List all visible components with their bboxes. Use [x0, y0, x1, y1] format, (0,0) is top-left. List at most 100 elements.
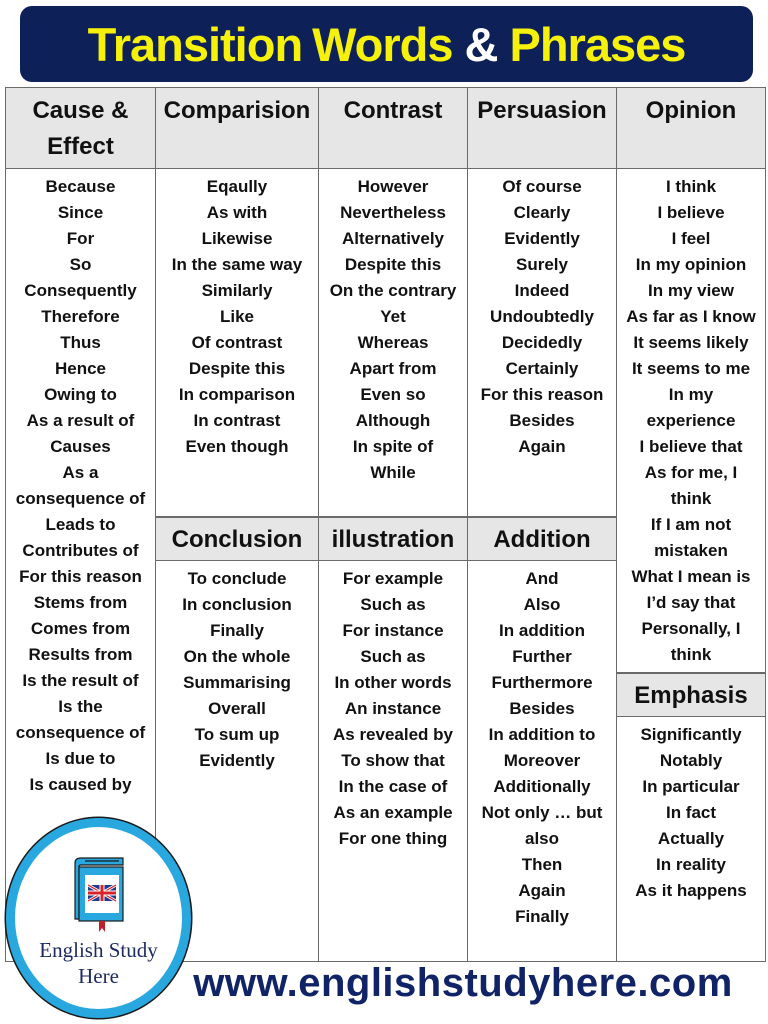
list-item: Besides [509, 411, 575, 430]
list-item: As a consequence of [15, 463, 146, 508]
header-cause-effect: Cause & Effect [5, 87, 156, 169]
list-item: Owing to [44, 385, 117, 404]
list-item: Actually [657, 829, 725, 848]
list-item: Such as [360, 595, 426, 614]
list-item: Leads to [45, 515, 116, 534]
list-item: For [66, 229, 95, 248]
list-comparision: Eqaully As with Likewise In the same way… [155, 169, 319, 517]
list-item: In my view [648, 281, 734, 300]
list-item: As far as I know [626, 307, 756, 326]
header-label: Emphasis [634, 681, 748, 709]
logo-line-1: English Study [39, 938, 158, 962]
list-item: Causes [50, 437, 111, 456]
list-item: Again [518, 881, 566, 900]
header-addition: Addition [467, 517, 617, 561]
list-item: Whereas [357, 333, 429, 352]
header-opinion: Opinion [616, 87, 766, 169]
list-item: Despite this [344, 255, 442, 274]
list-item: In particular [642, 777, 740, 796]
header-label: Comparision [163, 97, 311, 124]
list-item: Is the result of [22, 671, 139, 690]
list-item: What I mean is [631, 567, 751, 586]
transition-words-table: Cause & Effect Because Since For So Cons… [5, 87, 766, 962]
list-item: Further [512, 647, 572, 666]
title-word-transition: Transition [87, 17, 304, 71]
header-label: Conclusion [171, 525, 303, 553]
list-illustration: For example Such as For instance Such as… [318, 561, 468, 962]
list-contrast: However Nevertheless Alternatively Despi… [318, 169, 468, 517]
list-item: However [357, 177, 429, 196]
header-label: Cause & Effect [32, 97, 129, 160]
logo-line-2: Here [78, 964, 119, 988]
list-item: Likewise [201, 229, 273, 248]
list-item: Evidently [199, 751, 275, 770]
list-item: In the same way [171, 255, 303, 274]
list-item: It seems likely [633, 333, 749, 352]
list-item: Is due to [45, 749, 116, 768]
list-item: Clearly [513, 203, 571, 222]
list-item: Similarly [201, 281, 273, 300]
list-item: Furthermore [491, 673, 593, 692]
list-item: Since [57, 203, 104, 222]
book-flag-icon [74, 857, 124, 932]
list-item: Overall [208, 699, 266, 718]
list-item: Hence [54, 359, 107, 378]
list-item: As revealed by [332, 725, 453, 744]
list-item: For this reason [480, 385, 604, 404]
list-item: In fact [665, 803, 717, 822]
english-study-here-logo: English Study Here [6, 818, 191, 1018]
list-item: As for me, I think [644, 463, 738, 508]
list-item: It seems to me [631, 359, 751, 378]
list-item: Even though [185, 437, 289, 456]
list-item: Because [45, 177, 116, 196]
list-item: In addition to [488, 725, 596, 744]
list-item: Despite this [188, 359, 286, 378]
list-item: Additionally [493, 777, 591, 796]
title-banner: Transition Words & Phrases [20, 6, 753, 82]
list-item: In the case of [338, 777, 448, 796]
list-item: I think [665, 177, 717, 196]
list-item: Surely [516, 255, 568, 274]
header-comparision: Comparision [155, 87, 319, 169]
list-item: Thus [60, 333, 101, 352]
list-emphasis: Significantly Notably In particular In f… [616, 717, 766, 962]
list-opinion: I think I believe I feel In my opinion I… [616, 169, 766, 673]
list-item: Eqaully [206, 177, 268, 196]
header-label: Opinion [645, 97, 737, 124]
list-item: Not only … but also [481, 803, 603, 848]
list-item: For example [342, 569, 444, 588]
list-item: In other words [334, 673, 452, 692]
list-item: As an example [333, 803, 453, 822]
list-item: To conclude [187, 569, 287, 588]
list-item: Summarising [183, 673, 291, 692]
list-item: To show that [341, 751, 445, 770]
list-item: Indeed [514, 281, 570, 300]
list-item: Even so [360, 385, 426, 404]
list-item: Like [219, 307, 255, 326]
list-item: Finally [515, 907, 569, 926]
list-item: And [525, 569, 559, 588]
list-item: Again [518, 437, 566, 456]
list-item: Evidently [504, 229, 580, 248]
list-item: Also [523, 595, 561, 614]
list-item: Alternatively [341, 229, 445, 248]
list-item: Therefore [41, 307, 120, 326]
list-item: As with [206, 203, 268, 222]
list-item: Yet [380, 307, 406, 326]
title-word-phrases: Phrases [509, 17, 687, 71]
list-item: While [370, 463, 416, 482]
website-url[interactable]: www.englishstudyhere.com [193, 961, 733, 1005]
list-item: On the whole [183, 647, 291, 666]
list-item: In my opinion [635, 255, 747, 274]
list-item: Besides [509, 699, 575, 718]
list-item: So [69, 255, 92, 274]
list-item: Notably [659, 751, 723, 770]
list-item: I believe [657, 203, 725, 222]
list-item: Certainly [505, 359, 579, 378]
header-emphasis: Emphasis [616, 673, 766, 717]
list-item: Results from [28, 645, 133, 664]
list-item: For instance [342, 621, 444, 640]
list-item: In spite of [352, 437, 434, 456]
list-item: In reality [656, 855, 726, 874]
list-item: An instance [344, 699, 442, 718]
